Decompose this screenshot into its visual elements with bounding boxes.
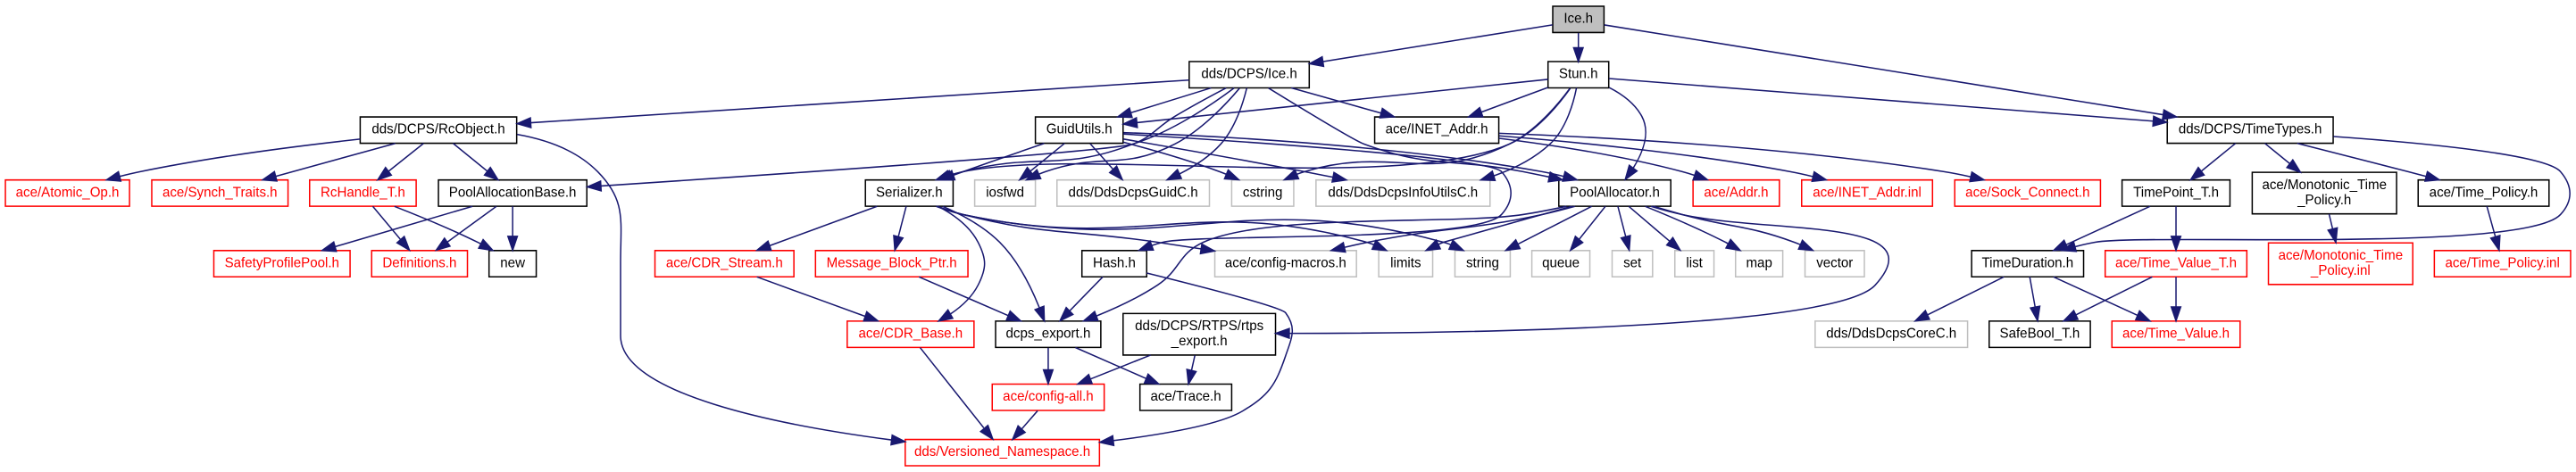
svg-text:dds/DCPS/Ice.h: dds/DCPS/Ice.h xyxy=(1201,66,1296,81)
svg-text:Message_Block_Ptr.h: Message_Block_Ptr.h xyxy=(827,255,957,270)
svg-text:_export.h: _export.h xyxy=(1171,334,1228,349)
svg-text:dds/DdsDcpsCoreC.h: dds/DdsDcpsCoreC.h xyxy=(1826,326,1956,341)
svg-text:Hash.h: Hash.h xyxy=(1093,255,1136,270)
svg-text:dds/DCPS/TimeTypes.h: dds/DCPS/TimeTypes.h xyxy=(2179,122,2322,137)
svg-text:dds/DdsDcpsInfoUtilsC.h: dds/DdsDcpsInfoUtilsC.h xyxy=(1328,185,1478,200)
svg-text:iosfwd: iosfwd xyxy=(986,185,1024,200)
svg-text:Stun.h: Stun.h xyxy=(1559,66,1598,81)
svg-text:cstring: cstring xyxy=(1243,185,1282,200)
svg-text:TimePoint_T.h: TimePoint_T.h xyxy=(2133,185,2219,200)
svg-text:ace/Atomic_Op.h: ace/Atomic_Op.h xyxy=(16,185,120,200)
svg-text:PoolAllocator.h: PoolAllocator.h xyxy=(1570,185,1660,200)
svg-text:ace/Trace.h: ace/Trace.h xyxy=(1150,389,1221,404)
svg-text:_Policy.h: _Policy.h xyxy=(2297,193,2351,208)
svg-text:ace/Sock_Connect.h: ace/Sock_Connect.h xyxy=(1965,185,2089,200)
svg-text:ace/INET_Addr.inl: ace/INET_Addr.inl xyxy=(1813,185,1922,200)
svg-text:map: map xyxy=(1746,255,1772,270)
svg-text:queue: queue xyxy=(1542,255,1580,270)
svg-text:ace/Time_Value.h: ace/Time_Value.h xyxy=(2122,326,2230,341)
svg-text:SafetyProfilePool.h: SafetyProfilePool.h xyxy=(225,255,339,270)
svg-text:_Policy.inl: _Policy.inl xyxy=(2310,263,2371,278)
svg-text:ace/Time_Policy.h: ace/Time_Policy.h xyxy=(2430,185,2538,200)
svg-text:ace/Time_Policy.inl: ace/Time_Policy.inl xyxy=(2445,255,2559,270)
svg-text:ace/Monotonic_Time: ace/Monotonic_Time xyxy=(2279,248,2404,263)
svg-text:RcHandle_T.h: RcHandle_T.h xyxy=(321,185,405,200)
svg-text:string: string xyxy=(1466,255,1499,270)
svg-text:Serializer.h: Serializer.h xyxy=(876,185,943,200)
svg-text:GuidUtils.h: GuidUtils.h xyxy=(1046,122,1113,137)
svg-text:dds/DdsDcpsGuidC.h: dds/DdsDcpsGuidC.h xyxy=(1069,185,1198,200)
svg-text:ace/config-all.h: ace/config-all.h xyxy=(1003,389,1094,404)
svg-text:ace/config-macros.h: ace/config-macros.h xyxy=(1225,255,1346,270)
svg-text:limits: limits xyxy=(1390,255,1421,270)
svg-text:dds/DCPS/RcObject.h: dds/DCPS/RcObject.h xyxy=(371,122,504,137)
svg-text:vector: vector xyxy=(1816,255,1853,270)
svg-text:PoolAllocationBase.h: PoolAllocationBase.h xyxy=(449,185,577,200)
svg-text:ace/Synch_Traits.h: ace/Synch_Traits.h xyxy=(163,185,278,200)
svg-text:TimeDuration.h: TimeDuration.h xyxy=(1982,255,2074,270)
svg-text:ace/Time_Value_T.h: ace/Time_Value_T.h xyxy=(2115,255,2237,270)
svg-text:new: new xyxy=(500,255,526,270)
svg-text:set: set xyxy=(1623,255,1642,270)
svg-text:dds/DCPS/RTPS/rtps: dds/DCPS/RTPS/rtps xyxy=(1135,319,1263,334)
svg-text:Ice.h: Ice.h xyxy=(1563,11,1593,26)
svg-text:Definitions.h: Definitions.h xyxy=(382,255,456,270)
svg-text:ace/CDR_Base.h: ace/CDR_Base.h xyxy=(859,326,963,341)
svg-text:dcps_export.h: dcps_export.h xyxy=(1006,326,1091,341)
svg-text:dds/Versioned_Namespace.h: dds/Versioned_Namespace.h xyxy=(914,444,1090,460)
svg-text:SafeBool_T.h: SafeBool_T.h xyxy=(2000,326,2080,341)
svg-text:ace/INET_Addr.h: ace/INET_Addr.h xyxy=(1386,122,1488,137)
svg-text:list: list xyxy=(1686,255,1703,270)
svg-text:ace/Monotonic_Time: ace/Monotonic_Time xyxy=(2262,178,2387,193)
svg-text:ace/CDR_Stream.h: ace/CDR_Stream.h xyxy=(666,255,783,270)
svg-text:ace/Addr.h: ace/Addr.h xyxy=(1704,185,1768,200)
